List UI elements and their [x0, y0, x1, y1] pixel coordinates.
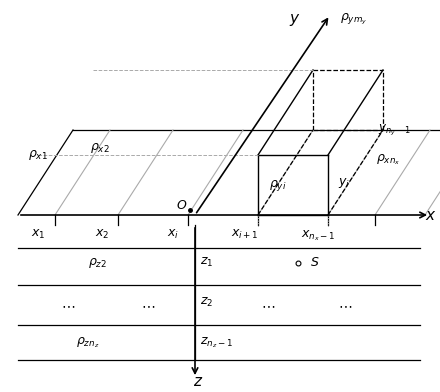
Text: $\cdots$: $\cdots$ — [261, 298, 275, 312]
Text: $x_1$: $x_1$ — [31, 228, 45, 241]
Text: $\cdots$: $\cdots$ — [141, 298, 155, 312]
Text: $z$: $z$ — [193, 374, 203, 390]
Text: $x$: $x$ — [425, 207, 436, 223]
Text: $\rho_{yi}$: $\rho_{yi}$ — [269, 178, 287, 192]
Text: $z_1$: $z_1$ — [200, 256, 213, 269]
Text: $\rho_{x2}$: $\rho_{x2}$ — [90, 141, 110, 155]
Text: $\rho_{zn_z}$: $\rho_{zn_z}$ — [76, 336, 100, 350]
Text: $x_i$: $x_i$ — [167, 228, 179, 241]
Text: $x_2$: $x_2$ — [95, 228, 109, 241]
Text: $x_{n_x-1}$: $x_{n_x-1}$ — [301, 228, 335, 243]
Text: $\rho_{xn_x}$: $\rho_{xn_x}$ — [376, 153, 400, 167]
Text: $\rho_{x1}$: $\rho_{x1}$ — [28, 148, 48, 162]
Text: $y_i$: $y_i$ — [338, 176, 350, 190]
Text: $x_{i+1}$: $x_{i+1}$ — [231, 228, 259, 241]
Text: $z_2$: $z_2$ — [200, 296, 213, 309]
Text: $\cdots$: $\cdots$ — [338, 298, 352, 312]
Text: $\rho_{z2}$: $\rho_{z2}$ — [88, 256, 107, 270]
Text: $O$: $O$ — [176, 198, 188, 212]
Text: $z_{n_z-1}$: $z_{n_z-1}$ — [200, 336, 233, 350]
Text: $y$: $y$ — [289, 12, 301, 28]
Text: $\cdots$: $\cdots$ — [61, 298, 75, 312]
Text: $y_{n_y-1}$: $y_{n_y-1}$ — [378, 122, 411, 138]
Text: $S$: $S$ — [310, 256, 319, 270]
Text: $\rho_{ym_y}$: $\rho_{ym_y}$ — [340, 12, 367, 27]
